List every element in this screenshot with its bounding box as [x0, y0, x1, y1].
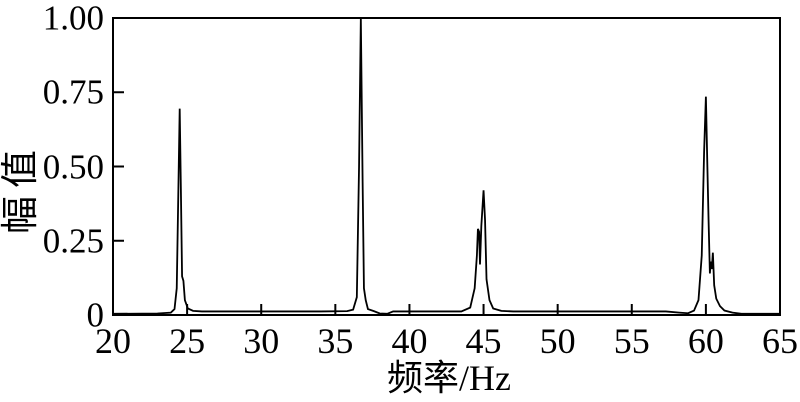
y-tick-label: 0.25: [42, 221, 104, 261]
x-tick-label: 65: [762, 321, 798, 361]
x-tick-label: 40: [391, 321, 428, 361]
x-tick-label: 45: [465, 321, 502, 361]
x-tick-label: 25: [169, 321, 206, 361]
axes-box: [112, 17, 781, 316]
y-tick-label: 0.50: [42, 147, 104, 186]
x-tick-label: 60: [687, 321, 724, 361]
y-tick-label: 0: [86, 295, 105, 335]
x-tick-label: 55: [613, 321, 650, 361]
x-tick-label: 35: [317, 321, 354, 361]
x-tick-label: 50: [539, 321, 576, 361]
y-tick-label: 0.75: [42, 72, 104, 112]
x-axis-label: 频率/Hz: [387, 358, 511, 398]
y-axis-label: 幅值: [0, 141, 42, 235]
y-tick-label: 1.00: [42, 0, 104, 38]
x-tick-label: 30: [243, 321, 280, 361]
x-tick-label: 20: [95, 321, 131, 361]
spectrum-curve: [112, 17, 780, 315]
